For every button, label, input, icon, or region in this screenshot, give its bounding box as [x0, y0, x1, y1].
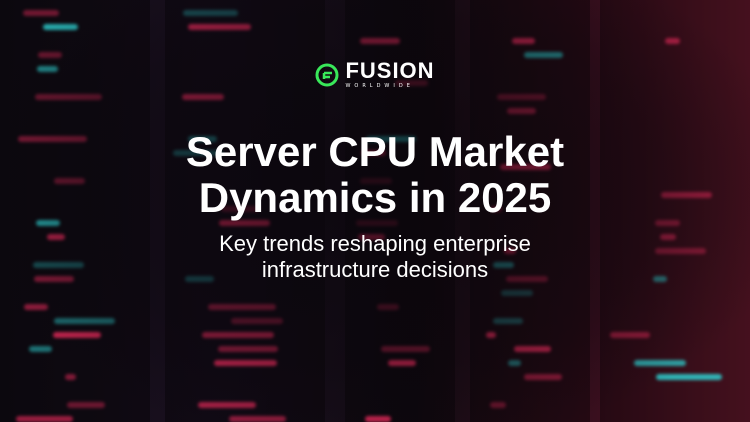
title-line-1: Server CPU Market — [185, 127, 565, 175]
subtitle-line-2: infrastructure decisions — [261, 256, 489, 282]
subtitle: Key trends reshaping enterprise infrastr… — [0, 231, 750, 283]
brand-name: FUSION — [345, 58, 435, 83]
fusion-logo: FUSION WORLDWIDE — [315, 60, 434, 89]
brand-tagline: WORLDWIDE — [345, 83, 414, 89]
subtitle-line-1: Key trends reshaping enterprise — [219, 230, 531, 256]
fusion-logo-icon — [315, 63, 339, 86]
page-title: Server CPU Market Dynamics in 2025 — [0, 127, 750, 221]
hero-content: FUSION WORLDWIDE Server CPU Market Dynam… — [0, 60, 750, 283]
title-line-2: Dynamics in 2025 — [198, 173, 552, 221]
